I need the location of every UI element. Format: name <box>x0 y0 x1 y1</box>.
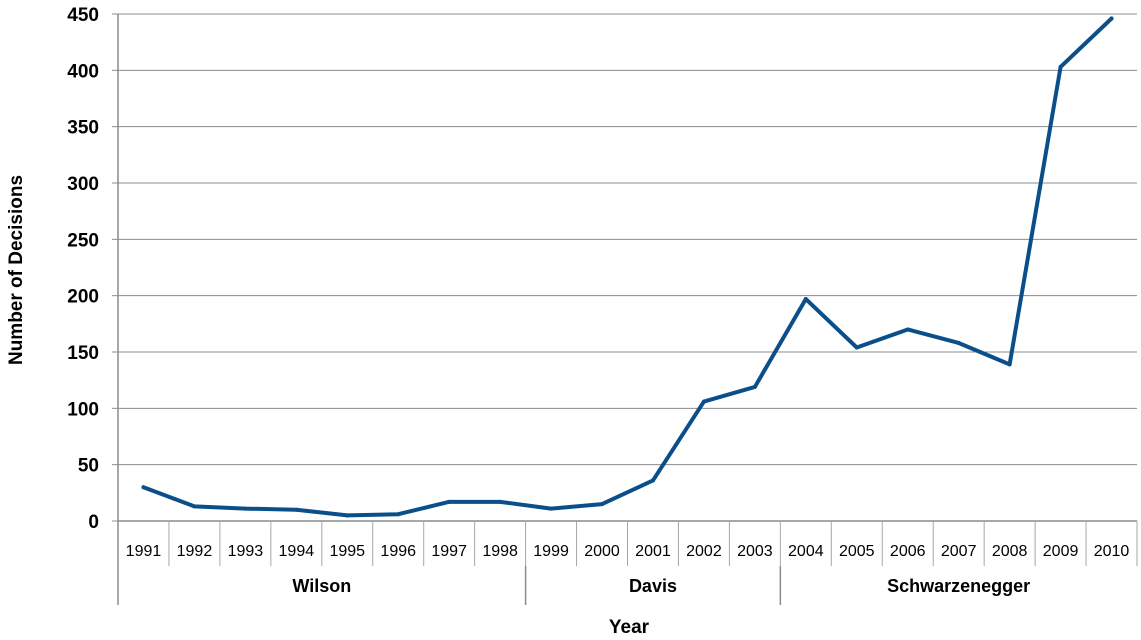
x-tick-label: 1999 <box>533 543 569 560</box>
y-tick-label: 0 <box>88 512 99 533</box>
data-point <box>701 399 706 404</box>
data-point <box>498 499 503 504</box>
series-line <box>141 16 1114 518</box>
y-tick-label: 400 <box>67 61 99 82</box>
data-point <box>905 327 910 332</box>
x-tick-label: 1993 <box>228 543 264 560</box>
y-tick-label: 250 <box>67 230 99 251</box>
x-tick-label: 2007 <box>941 543 977 560</box>
x-tick-label: 2001 <box>635 543 671 560</box>
x-tick-label: 1995 <box>329 543 365 560</box>
group-label: Davis <box>629 576 677 596</box>
data-point <box>141 485 146 490</box>
data-point <box>650 478 655 483</box>
y-tick-label: 450 <box>67 5 99 26</box>
x-axis-title: Year <box>609 617 650 638</box>
y-axis-title: Number of Decisions <box>6 175 27 365</box>
x-tick-label: 2006 <box>890 543 926 560</box>
data-point <box>1058 64 1063 69</box>
group-label: Wilson <box>292 576 351 596</box>
y-tick-label: 200 <box>67 287 99 308</box>
x-tick-label: 2004 <box>788 543 824 560</box>
x-tick-label: 1998 <box>482 543 518 560</box>
x-tick-label: 2000 <box>584 543 620 560</box>
data-point <box>600 502 605 507</box>
x-tick-label: 1991 <box>126 543 162 560</box>
x-axis: 1991 1992 1993 1994 1995 1996 1997 1998 1999 2000… <box>126 521 1138 605</box>
data-point <box>447 499 452 504</box>
y-tick-label: 150 <box>67 343 99 364</box>
x-tick-label: 1996 <box>380 543 416 560</box>
x-tick-label: 2003 <box>737 543 773 560</box>
x-tick-label: 1994 <box>279 543 315 560</box>
x-tick-label: 2008 <box>992 543 1028 560</box>
data-point <box>956 340 961 345</box>
x-tick-label: 2009 <box>1043 543 1079 560</box>
gridlines <box>117 13 1137 605</box>
data-point <box>243 506 248 511</box>
x-tick-label: 2005 <box>839 543 875 560</box>
data-point <box>345 513 350 518</box>
data-point <box>549 506 554 511</box>
y-axis-ticks: 0 50 100 150 200 250 300 350 400 450 <box>67 5 118 533</box>
data-point <box>1007 362 1012 367</box>
data-point <box>294 507 299 512</box>
series-layer <box>141 16 1114 518</box>
group-label: Schwarzenegger <box>887 576 1030 596</box>
x-tick-label: 2010 <box>1094 543 1130 560</box>
y-tick-label: 350 <box>67 118 99 139</box>
y-tick-label: 300 <box>67 174 99 195</box>
y-tick-label: 50 <box>78 456 99 477</box>
x-tick-label: 2002 <box>686 543 722 560</box>
data-point <box>1109 16 1114 21</box>
data-point <box>803 297 808 302</box>
x-tick-label: 1997 <box>431 543 467 560</box>
x-tick-label: 1992 <box>177 543 213 560</box>
y-tick-label: 100 <box>67 399 99 420</box>
data-point <box>752 384 757 389</box>
data-point <box>396 512 401 517</box>
data-point <box>854 345 859 350</box>
data-point <box>192 504 197 509</box>
